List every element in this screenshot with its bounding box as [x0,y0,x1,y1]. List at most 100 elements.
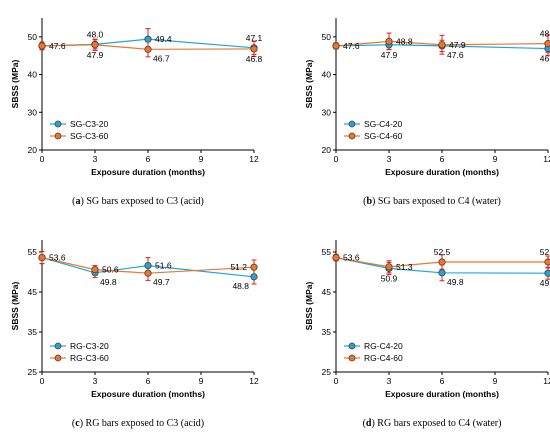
data-label: 47.6 [343,41,360,51]
x-tick-label: 9 [199,376,204,386]
data-label: 48.2 [540,29,550,39]
legend-entry: SG-C4-60 [364,131,403,141]
y-tick-label: 35 [28,327,38,337]
data-label: 49.7 [540,278,550,288]
data-point [332,254,340,262]
data-label: 49.4 [155,34,172,44]
data-label: 52.5 [540,247,550,257]
x-tick-label: 3 [387,154,392,164]
legend: SG-C3-20 SG-C3-60 [50,119,109,141]
data-point [250,263,258,271]
data-point [144,269,152,277]
legend-entry: SG-C4-20 [364,119,403,129]
data-point [544,40,550,48]
data-point [38,254,46,262]
y-tick-label: 55 [322,247,332,257]
y-tick-label: 55 [28,247,38,257]
x-tick-label: 12 [543,376,550,386]
data-point [250,273,258,281]
data-label: 46.8 [246,54,263,64]
legend-marker [54,132,62,140]
data-label: 50.6 [102,265,119,275]
data-label: 47.9 [381,50,398,60]
x-tick-label: 6 [146,154,151,164]
data-point [144,35,152,43]
series-line-RG-C3-20 [41,257,255,278]
x-tick-label: 6 [440,376,445,386]
data-point [91,41,99,49]
legend: SG-C4-20 SG-C4-60 [344,119,403,141]
data-label: 53.6 [343,253,360,263]
series-line-RG-C4-20 [335,257,549,274]
legend-marker [348,132,356,140]
data-label: 51.6 [155,261,172,271]
x-tick-label: 12 [249,154,259,164]
series-line-RG-C3-60 [41,257,255,274]
legend-marker [54,342,62,350]
y-tick-label: 45 [322,287,332,297]
x-axis-title: Exposure duration (months) [385,389,499,399]
data-label: 49.8 [100,277,117,287]
data-label: 52.5 [434,247,451,257]
data-label: 47.9 [87,50,104,60]
data-label: 48.8 [396,36,413,46]
panel-caption: (d) RG bars exposed to C4 (water) [363,418,502,429]
series-line-SG-C4-60 [335,40,549,47]
y-axis-title: SBSS (MPa) [304,60,314,109]
data-point [544,258,550,266]
x-axis-title: Exposure duration (months) [385,167,499,177]
data-label: 49.7 [153,277,170,287]
data-label: 50.9 [381,273,398,283]
y-tick-label: 50 [322,32,332,42]
data-point [438,258,446,266]
data-label: 48.0 [87,29,104,39]
legend-entry: SG-C3-20 [70,119,109,129]
x-tick-label: 3 [387,376,392,386]
y-axis-title: SBSS (MPa) [304,282,314,331]
y-axis-title: SBSS (MPa) [10,60,20,109]
x-tick-label: 9 [199,154,204,164]
data-label: 47.1 [246,33,263,43]
y-tick-label: 25 [322,367,332,377]
legend-marker [348,120,356,128]
series-line-SG-C3-60 [41,44,255,50]
data-point [438,269,446,277]
data-point [38,42,46,50]
y-tick-label: 35 [322,327,332,337]
x-axis-title: Exposure duration (months) [91,389,205,399]
legend-entry: RG-C3-20 [70,341,109,351]
data-point [144,261,152,270]
x-tick-label: 12 [543,154,550,164]
x-tick-label: 0 [334,376,339,386]
legend-marker [348,354,356,362]
data-label: 46.9 [540,54,550,64]
y-tick-label: 50 [28,32,38,42]
data-label: 53.6 [49,253,66,263]
y-tick-label: 20 [322,145,332,155]
data-point [438,41,446,49]
chart-panel-c: 25 35 45 55 0 3 6 9 12 Exposure duration (months)… [10,240,259,429]
data-label: 51.2 [230,262,247,272]
x-tick-label: 9 [493,154,498,164]
data-label: 46.7 [153,53,170,63]
x-tick-label: 9 [493,376,498,386]
y-tick-label: 25 [28,367,38,377]
chart-panel-a: 20 30 40 50 0 3 6 9 12 Exposure duration (months)… [10,18,263,207]
panel-caption: (b) SG bars exposed to C4 (water) [363,196,501,207]
legend-marker [54,120,62,128]
panel-caption: (c) RG bars exposed to C3 (acid) [72,418,204,429]
data-label: 47.6 [447,50,464,60]
y-axis-title: SBSS (MPa) [10,282,20,331]
series-line-RG-C4-60 [335,257,548,268]
x-axis-title: Exposure duration (months) [91,167,205,177]
data-label: 47.6 [49,41,66,51]
data-label: 51.3 [396,262,413,272]
legend-entry: RG-C3-60 [70,353,109,363]
x-tick-label: 0 [40,376,45,386]
data-point [385,263,393,271]
legend-marker [54,354,62,362]
y-tick-label: 40 [322,70,332,80]
legend-entry: RG-C4-60 [364,353,403,363]
legend: RG-C3-20 RG-C3-60 [50,341,109,363]
